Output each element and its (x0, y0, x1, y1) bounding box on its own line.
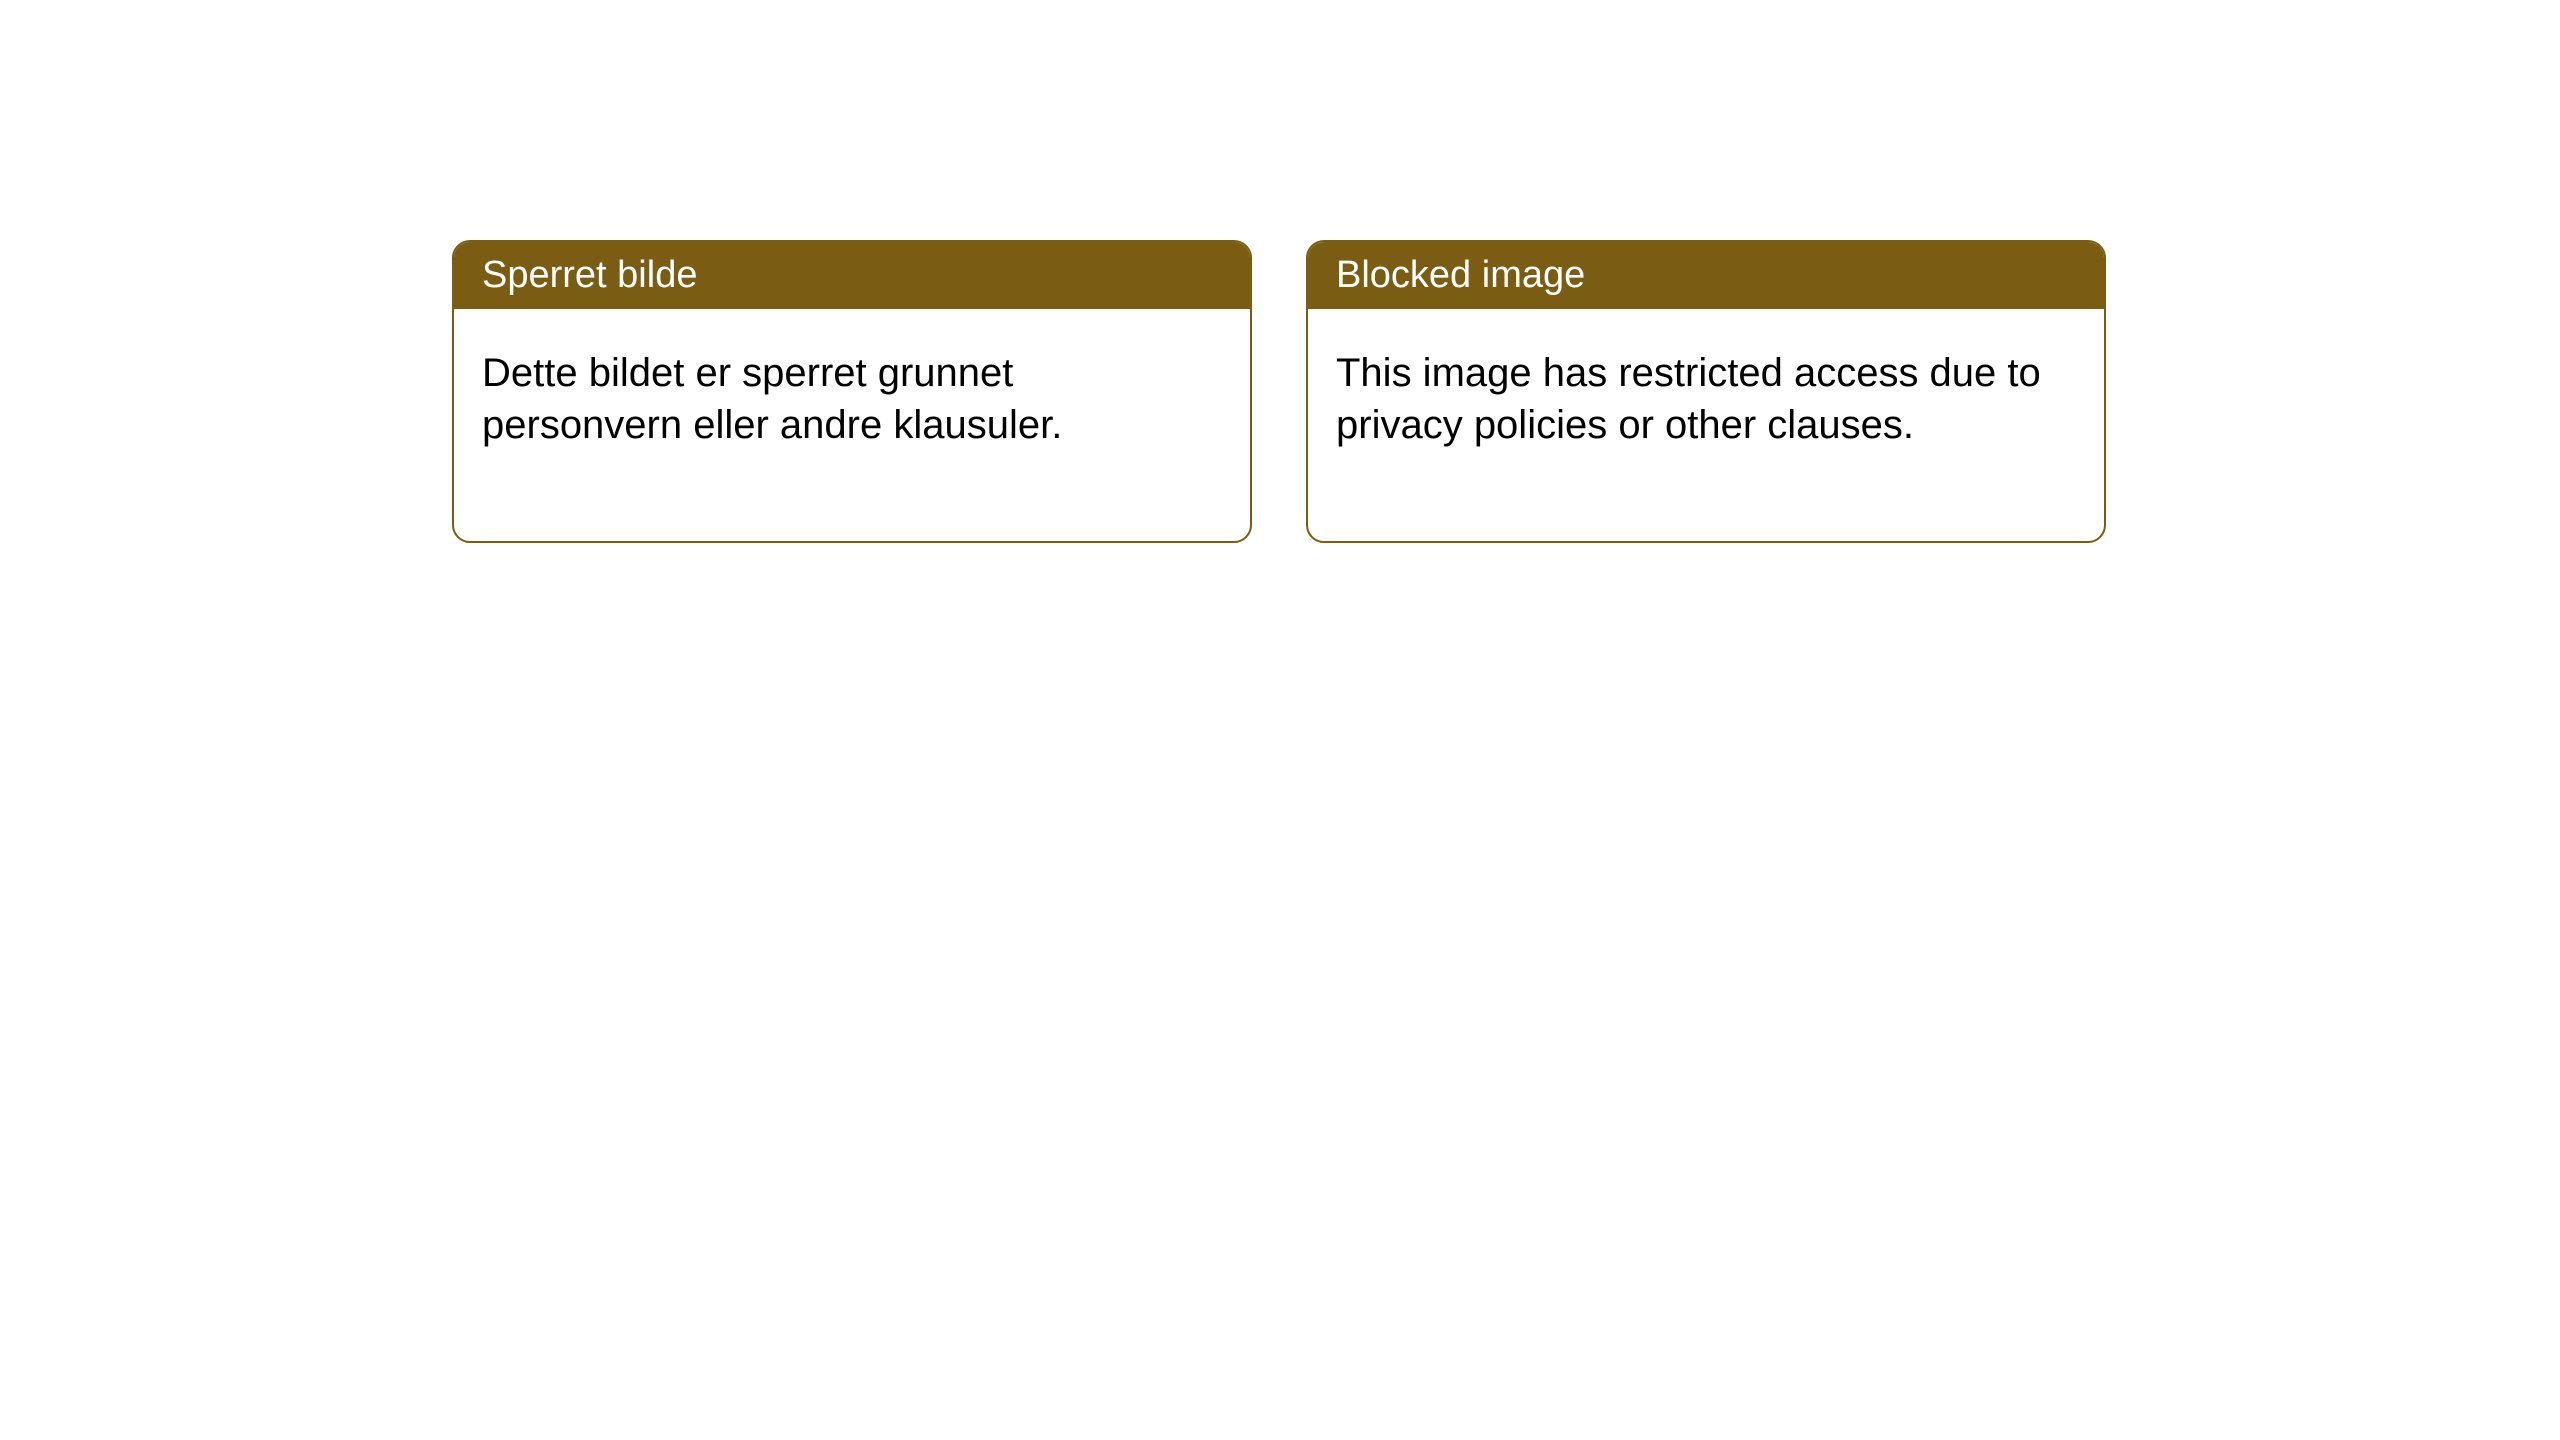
notice-title: Sperret bilde (482, 254, 697, 296)
notice-body: Dette bildet er sperret grunnet personve… (454, 309, 1250, 541)
notice-body-text: Dette bildet er sperret grunnet personve… (482, 351, 1062, 447)
notice-card-english: Blocked image This image has restricted … (1306, 240, 2106, 543)
notice-container: Sperret bilde Dette bildet er sperret gr… (0, 0, 2560, 543)
notice-header: Blocked image (1308, 242, 2104, 309)
notice-body: This image has restricted access due to … (1308, 309, 2104, 541)
notice-header: Sperret bilde (454, 242, 1250, 309)
notice-body-text: This image has restricted access due to … (1336, 351, 2041, 447)
notice-card-norwegian: Sperret bilde Dette bildet er sperret gr… (452, 240, 1252, 543)
notice-title: Blocked image (1336, 254, 1585, 296)
